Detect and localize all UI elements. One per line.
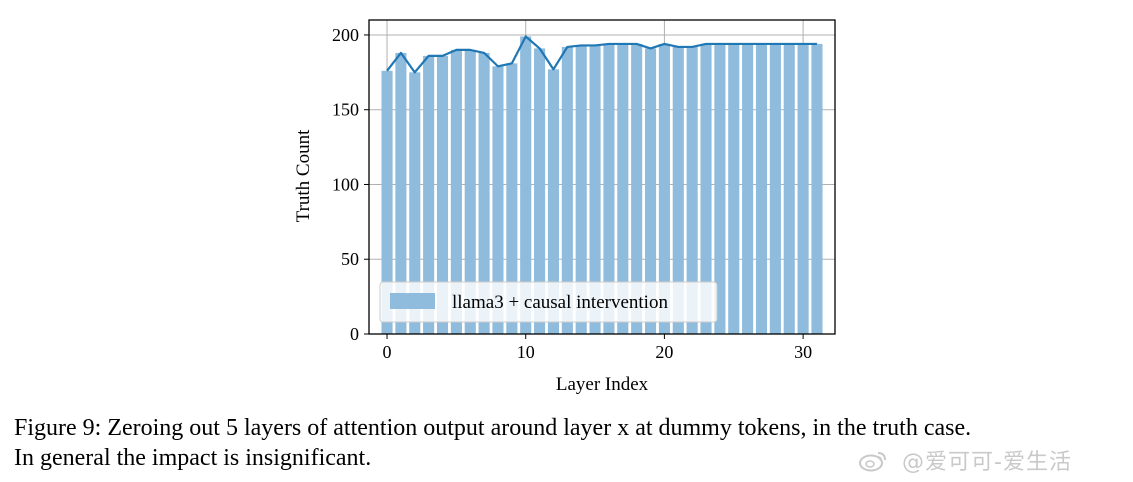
- bar-layer-26: [742, 43, 754, 335]
- bar-layer-22: [686, 46, 698, 335]
- y-tick-label: 100: [332, 174, 359, 194]
- bar-layer-6: [464, 49, 476, 335]
- weibo-logo-icon: [859, 452, 886, 472]
- y-tick-label: 150: [332, 100, 359, 120]
- bar-layer-8: [492, 66, 504, 334]
- bar-layer-3: [423, 55, 435, 335]
- bar-layer-1: [395, 52, 407, 335]
- x-tick-label: 10: [517, 342, 535, 362]
- x-tick-label: 30: [794, 342, 812, 362]
- bar-layer-19: [644, 48, 657, 335]
- bar-layer-27: [755, 43, 768, 335]
- y-axis-label: Truth Count: [293, 129, 314, 222]
- bar-layer-15: [589, 45, 601, 335]
- bar-layer-23: [700, 43, 712, 335]
- bar-layer-0: [381, 70, 393, 334]
- bar-layer-30: [797, 43, 809, 335]
- bar-layer-5: [450, 49, 462, 335]
- caption-line-1: Figure 9: Zeroing out 5 layers of attent…: [14, 415, 972, 441]
- bar-layer-25: [728, 43, 740, 335]
- legend-swatch: [390, 293, 435, 309]
- y-tick-label: 50: [341, 249, 359, 269]
- legend-label: llama3 + causal intervention: [452, 292, 668, 313]
- bar-layer-17: [617, 43, 629, 335]
- bar-layer-24: [714, 43, 726, 335]
- bar-layer-14: [575, 45, 587, 335]
- y-tick-label: 200: [332, 25, 359, 45]
- bar-layer-11: [534, 48, 546, 335]
- bar-layer-13: [561, 46, 573, 335]
- watermark-text: @爱可可-爱生活: [902, 450, 1072, 475]
- bar-layer-7: [478, 52, 490, 335]
- bar-layer-10: [520, 36, 532, 334]
- bar-layer-31: [811, 43, 823, 335]
- bar-layer-28: [769, 43, 781, 335]
- bar-layer-18: [631, 43, 643, 335]
- bar-layer-21: [672, 46, 684, 335]
- axes: 0 10 20 30 0 50 100 150 200: [332, 19, 836, 362]
- caption-line-2: In general the impact is insignificant.: [14, 445, 372, 471]
- bar-layer-2: [409, 72, 421, 334]
- bar-layer-16: [603, 43, 615, 335]
- figure-caption: Figure 9: Zeroing out 5 layers of attent…: [14, 413, 1124, 473]
- bar-layer-12: [547, 69, 560, 334]
- legend: llama3 + causal intervention: [379, 281, 718, 323]
- trend-line: [386, 35, 817, 74]
- plot-frame: [368, 19, 836, 335]
- bar-layer-4: [436, 55, 449, 335]
- bar-layer-29: [783, 43, 795, 335]
- y-tick-label: 0: [350, 324, 359, 344]
- bars: [381, 36, 823, 335]
- x-axis-label: Layer Index: [556, 374, 649, 395]
- bar-layer-20: [658, 43, 670, 335]
- legend-box: [379, 281, 718, 323]
- watermark: @爱可可-爱生活: [858, 444, 1072, 476]
- x-tick-label: 0: [383, 342, 392, 362]
- series-line: [386, 35, 817, 74]
- x-tick-label: 20: [655, 342, 673, 362]
- bar-chart: 0 10 20 30 0 50 100 150 200 llama3 + causal inte…: [293, 19, 836, 395]
- bar-layer-9: [506, 63, 518, 334]
